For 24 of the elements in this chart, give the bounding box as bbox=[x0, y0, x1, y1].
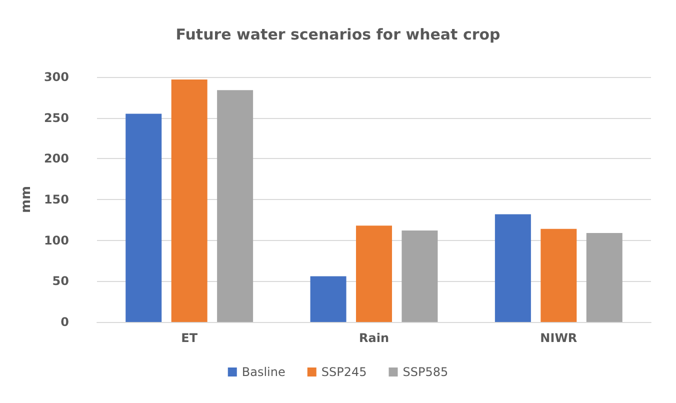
legend-label: SSP245 bbox=[321, 365, 367, 379]
y-tick-label: 200 bbox=[44, 152, 69, 166]
x-tick-label: Rain bbox=[359, 331, 389, 345]
x-tick-label: ET bbox=[181, 331, 198, 345]
y-tick-label: 50 bbox=[52, 274, 69, 288]
bar bbox=[356, 226, 392, 322]
y-tick-label: 300 bbox=[44, 70, 69, 84]
y-tick-label: 0 bbox=[60, 315, 69, 329]
bar bbox=[171, 79, 208, 322]
chart-title: Future water scenarios for wheat crop bbox=[176, 26, 501, 44]
y-tick-label: 100 bbox=[44, 233, 69, 248]
x-tick-label: NIWR bbox=[540, 331, 578, 345]
legend-label: SSP585 bbox=[402, 365, 448, 379]
bar bbox=[126, 114, 162, 322]
bar bbox=[586, 232, 622, 322]
bar bbox=[402, 230, 438, 322]
bar bbox=[217, 90, 254, 322]
bar bbox=[494, 214, 531, 322]
legend-label: Basline bbox=[242, 365, 286, 379]
bar bbox=[540, 228, 577, 322]
bar bbox=[310, 276, 346, 322]
y-tick-label: 150 bbox=[44, 192, 69, 206]
y-axis-title: mm bbox=[19, 186, 34, 214]
y-tick-label: 250 bbox=[44, 110, 69, 125]
